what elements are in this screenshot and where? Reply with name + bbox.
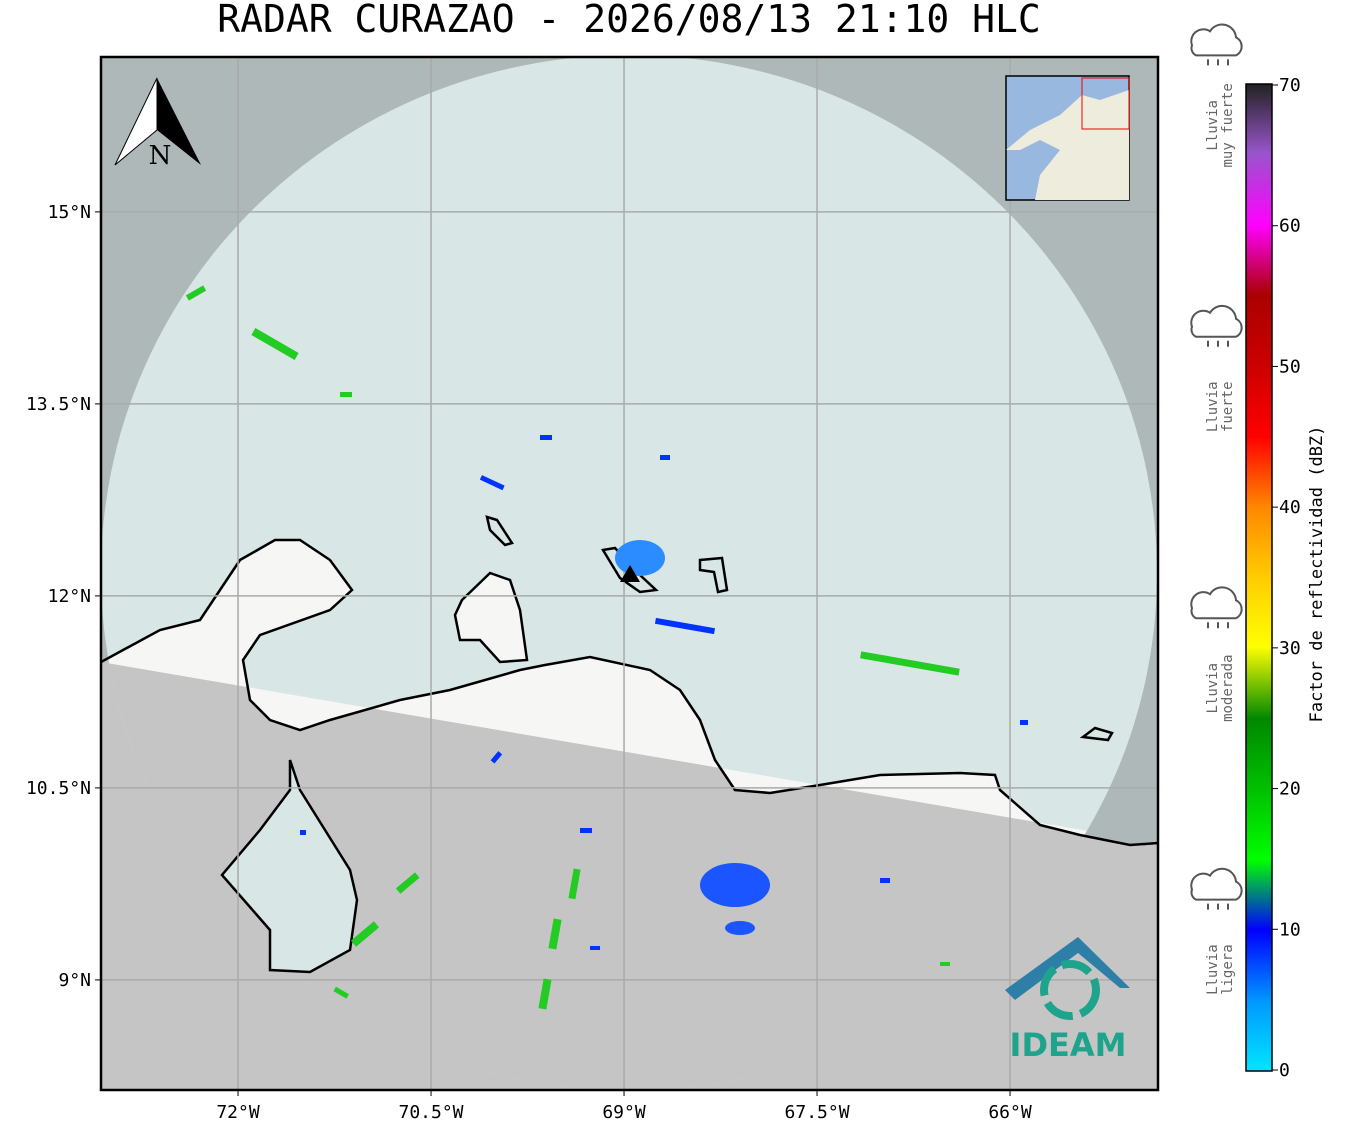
lon-tick-label: 67.5°W — [785, 1102, 850, 1123]
lat-tick-label: 12°N — [48, 586, 91, 607]
legend-entry: Lluvia muy fuerte — [1190, 23, 1243, 168]
colorbar-tick-label: 20 — [1279, 779, 1301, 800]
inset-extent — [1081, 77, 1130, 130]
lat-tick-label: 10.5°N — [26, 778, 91, 799]
colorbar-tick-label: 70 — [1279, 75, 1301, 96]
rain-drops — [1207, 622, 1229, 629]
colorbar-tick-label: 30 — [1279, 638, 1301, 659]
north-label: N — [149, 141, 172, 171]
legend-text: fuerte — [1220, 381, 1236, 432]
map: N IDEAM — [101, 57, 1158, 1090]
inset-land — [1006, 90, 1129, 200]
orchila — [1079, 726, 1114, 742]
colorbar-tick-label: 10 — [1279, 919, 1301, 940]
curacao — [600, 546, 659, 594]
logo-roof — [1005, 937, 1130, 1000]
lat-tick-label: 13.5°N — [26, 394, 91, 415]
rain-drops — [1207, 903, 1229, 910]
radar-echoes — [185, 285, 1028, 1010]
logo-swirl — [1040, 960, 1100, 1020]
logo-text: IDEAM — [1010, 1026, 1127, 1064]
legend-text: moderada — [1220, 654, 1236, 721]
legend-text: muy fuerte — [1220, 83, 1236, 167]
rain-drops — [1207, 59, 1229, 66]
title: RADAR CURAZAO - 2026/08/13 21:10 HLC — [217, 0, 1041, 41]
rain-drops — [1207, 340, 1229, 347]
lon-tick-label: 66°W — [988, 1102, 1032, 1123]
north-arrow-right — [157, 78, 201, 165]
aruba — [485, 515, 514, 547]
radar-site — [620, 565, 640, 582]
colorbar-tick-label: 40 — [1279, 497, 1301, 518]
lon-tick-label: 69°W — [602, 1102, 646, 1123]
coastline — [101, 538, 1158, 847]
colorbar-tick-label: 50 — [1279, 356, 1301, 377]
lat-tick-label: 15°N — [48, 202, 91, 223]
legend-text: ligera — [1220, 944, 1236, 995]
colorbar — [1245, 83, 1273, 1072]
bonaire — [698, 556, 729, 594]
rain-icon — [1190, 304, 1243, 338]
rain-icon — [1190, 586, 1243, 620]
lon-tick-label: 72°W — [216, 1102, 260, 1123]
rain-icon — [1190, 23, 1243, 57]
lake-maracaibo — [220, 759, 359, 974]
legend-text: Lluvia — [1205, 381, 1221, 432]
lat-tick-label: 9°N — [58, 970, 91, 991]
legend-entry: Lluvia moderada — [1190, 586, 1243, 722]
colorbar-tick-label: 0 — [1279, 1060, 1290, 1081]
legend-text: Lluvia — [1205, 100, 1221, 151]
legend-text: Lluvia — [1205, 663, 1221, 714]
colorbar-tick-label: 60 — [1279, 216, 1301, 237]
colorbar-label: Factor de reflectividad (dBZ) — [1307, 426, 1327, 723]
legend-entry: Lluvia ligera — [1190, 867, 1243, 995]
legend-entry: Lluvia fuerte — [1190, 304, 1243, 432]
rain-icon — [1190, 867, 1243, 901]
lon-tick-label: 70.5°W — [399, 1102, 464, 1123]
legend-text: Lluvia — [1205, 944, 1221, 995]
map-frame — [99, 55, 1160, 1092]
